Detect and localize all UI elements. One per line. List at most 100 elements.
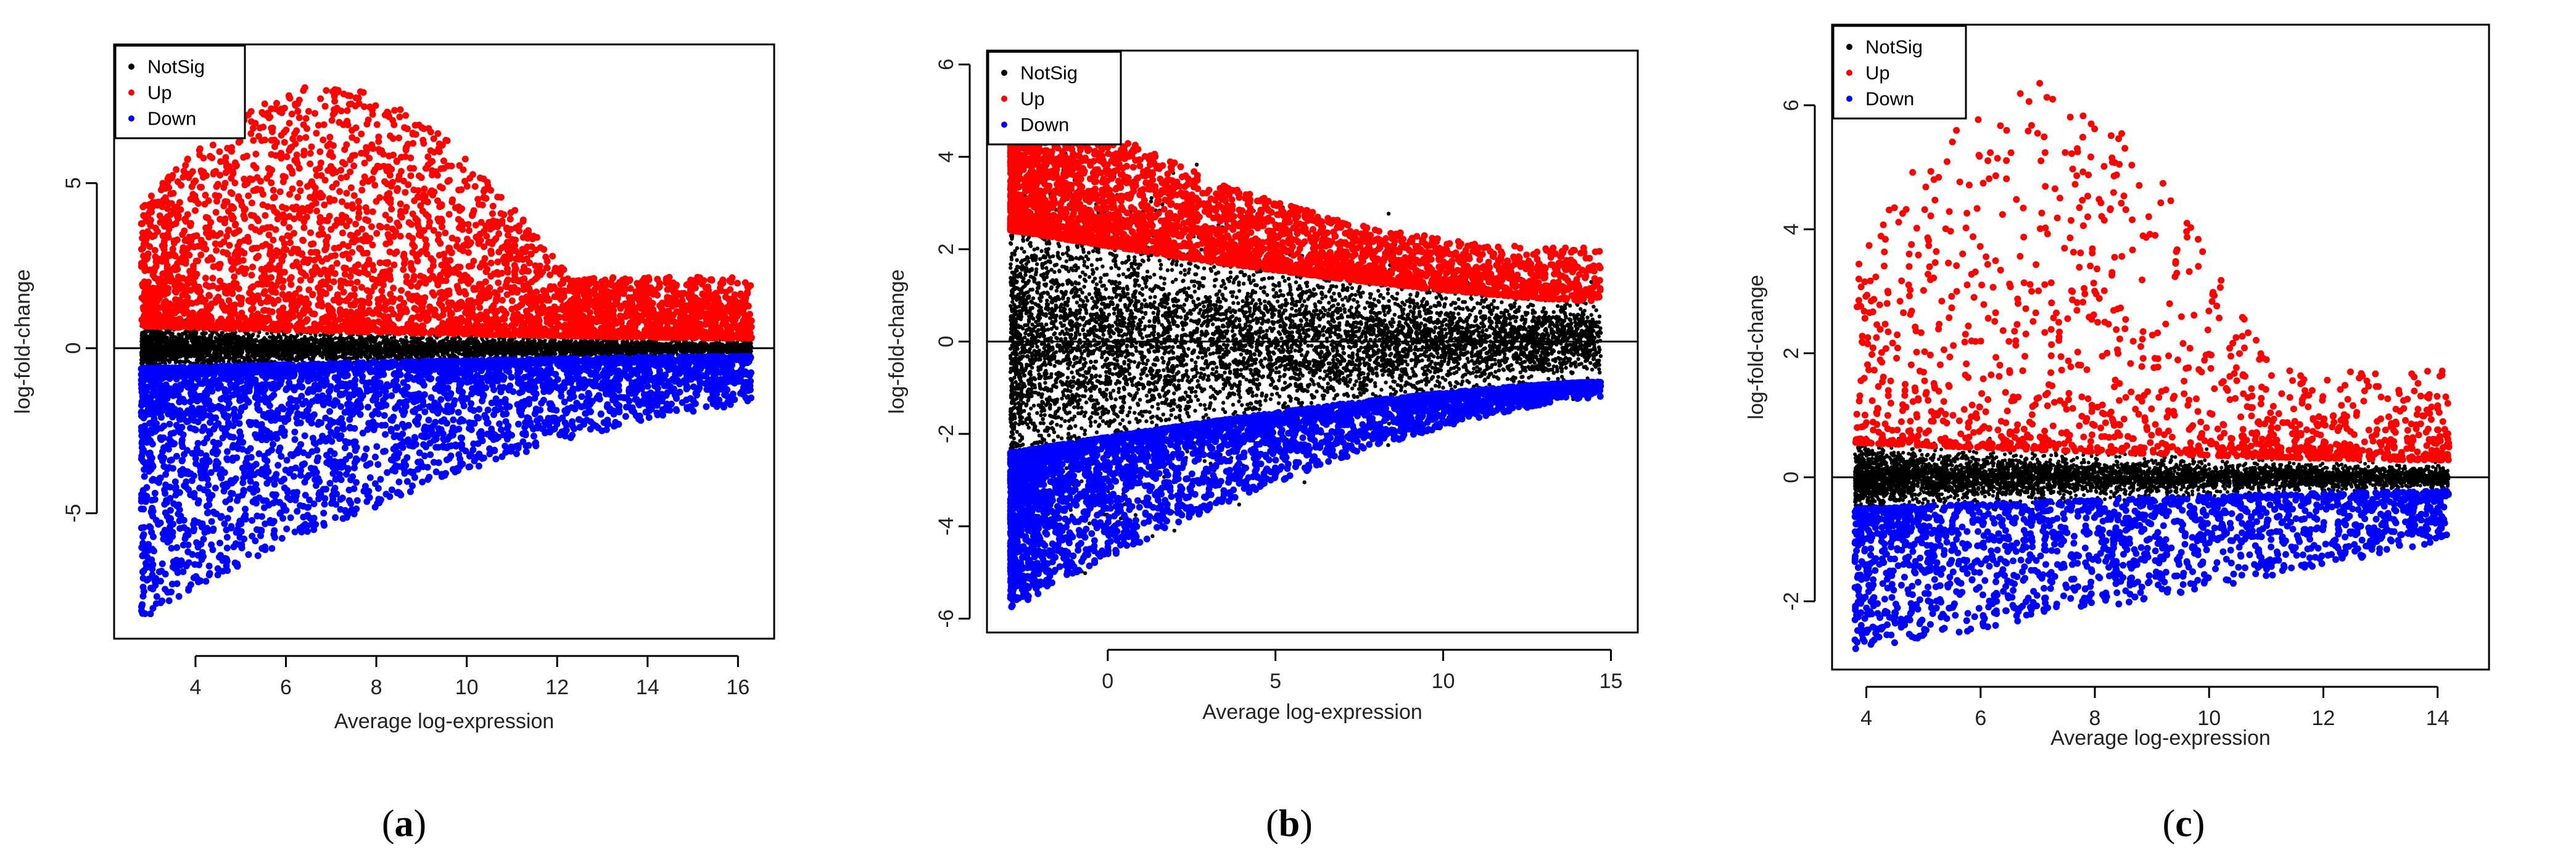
panel-a-notsig-point [527, 340, 532, 344]
panel-a-notsig-point [349, 356, 353, 360]
panel-a-notsig-point [425, 338, 429, 342]
panel-a-notsig-point [318, 333, 323, 338]
panel-a-notsig-point [146, 330, 150, 334]
panel-a-notsig-point [374, 341, 378, 346]
panel-a-notsig-point [180, 339, 184, 343]
panel-a-notsig-point [262, 343, 265, 347]
panel-a-notsig-point [458, 337, 463, 341]
panel-a-notsig-point [566, 339, 571, 344]
panel-a-notsig-point [528, 349, 532, 353]
panel-a-notsig-point [683, 341, 687, 346]
panel-a-notsig-point [476, 339, 480, 344]
panel-a-notsig-point [192, 334, 196, 339]
panel-a-notsig-point [535, 350, 539, 354]
panel-a-notsig-point [416, 352, 421, 356]
panel-a-notsig-point [338, 334, 342, 339]
panel-a-notsig-point [283, 354, 287, 359]
panel-a-notsig-point [242, 355, 246, 360]
panel-a-notsig-point [231, 359, 235, 363]
panel-a-notsig-point [186, 349, 191, 353]
panel-a-notsig-point [659, 343, 663, 347]
panel-a-points [138, 84, 755, 618]
panel-a-notsig-point [197, 336, 201, 341]
panel-a-notsig-point [486, 339, 490, 344]
panel-a-notsig-point [198, 352, 202, 357]
panel-a-notsig-point [386, 354, 390, 359]
panel-a-notsig-point [265, 339, 268, 343]
panel-a-notsig-point [200, 342, 205, 347]
panel-a-notsig-point [315, 339, 319, 344]
panel-a-notsig-point [159, 334, 163, 339]
panel-a-notsig-point [190, 331, 194, 335]
panel-a-notsig-point [711, 342, 716, 346]
panel-a-notsig-point [683, 349, 687, 352]
panel-a-notsig-point [470, 338, 474, 341]
panel-a-notsig-point [342, 343, 347, 347]
panel-a-notsig-point [458, 352, 462, 356]
panel-a-notsig-point [351, 337, 355, 341]
panel-a-notsig-point [254, 338, 258, 342]
panel-a-notsig-point [410, 352, 415, 356]
panel-a-notsig-point [336, 341, 341, 345]
panel-a-notsig-point [168, 351, 173, 355]
panel-a-notsig-point [288, 335, 292, 339]
panel-a-notsig-point [201, 338, 205, 342]
panel-a-notsig-point [466, 338, 470, 342]
panel-a-notsig-point [482, 339, 486, 344]
panel-a-notsig-point [265, 331, 269, 336]
panel-a-notsig-point [392, 351, 396, 355]
panel-a-notsig-point [152, 331, 157, 335]
panel-a-notsig-point [298, 341, 302, 345]
panel-a-notsig-point [213, 356, 217, 360]
panel-a-notsig-point [307, 357, 312, 361]
panel-a-notsig-point [448, 342, 452, 346]
panel-a-notsig-point [668, 341, 672, 346]
panel-a-notsig-point [256, 334, 260, 338]
panel-a-notsig-point [431, 340, 436, 344]
panel-a-notsig-point [312, 351, 316, 355]
panel-a-notsig-point [571, 343, 576, 347]
panel-a-notsig-point [294, 334, 298, 339]
panel-a-notsig-point [334, 355, 339, 359]
panel-a-notsig-point [243, 341, 247, 346]
panel-a-notsig-point [501, 338, 505, 342]
panel-a-notsig-point [141, 349, 145, 354]
panel-a-notsig-point [204, 331, 208, 335]
panel-a-notsig-point [360, 341, 365, 346]
panel-a-notsig-point [445, 352, 449, 355]
panel-a-notsig-point [236, 355, 240, 359]
panel-a-notsig-point [453, 339, 457, 343]
panel-a-notsig-point [218, 336, 222, 341]
panel-a-notsig-point [291, 340, 295, 344]
panel-a-notsig-point [579, 341, 584, 346]
panel-a-notsig-point [452, 344, 456, 348]
panel-a-notsig-point [145, 340, 149, 344]
panel-a-notsig-point [410, 340, 414, 344]
panel-a-notsig-point [749, 341, 753, 346]
panel-a-notsig-point [250, 333, 255, 338]
panel-a-notsig-point [497, 351, 502, 355]
panel-a-notsig-point [469, 354, 473, 357]
panel-a-notsig-point [279, 336, 283, 341]
panel-a-notsig-point [639, 341, 643, 345]
panel-a-notsig-point [257, 353, 262, 357]
panel-a-notsig-point [154, 334, 159, 339]
panel-a-notsig-point [160, 349, 164, 354]
panel-a-notsig-point [629, 351, 634, 355]
panel-a-notsig-point [189, 344, 194, 348]
panel-a-notsig-point [263, 354, 267, 359]
panel-a-notsig-point [550, 349, 554, 353]
panel-a-notsig-point [311, 354, 315, 359]
panel-a-notsig-point [439, 349, 444, 354]
panel-a-notsig-point [405, 340, 410, 344]
panel-a-notsig-point [511, 342, 515, 347]
panel-a-notsig-point [166, 359, 170, 362]
panel-a-notsig-point [236, 342, 241, 347]
panel-a-notsig-point [184, 357, 188, 361]
panel-a-notsig-point [226, 350, 230, 354]
panel-a-notsig-point [395, 341, 400, 345]
panel-a-notsig-point [200, 331, 204, 336]
panel-a-notsig-point [191, 340, 195, 344]
